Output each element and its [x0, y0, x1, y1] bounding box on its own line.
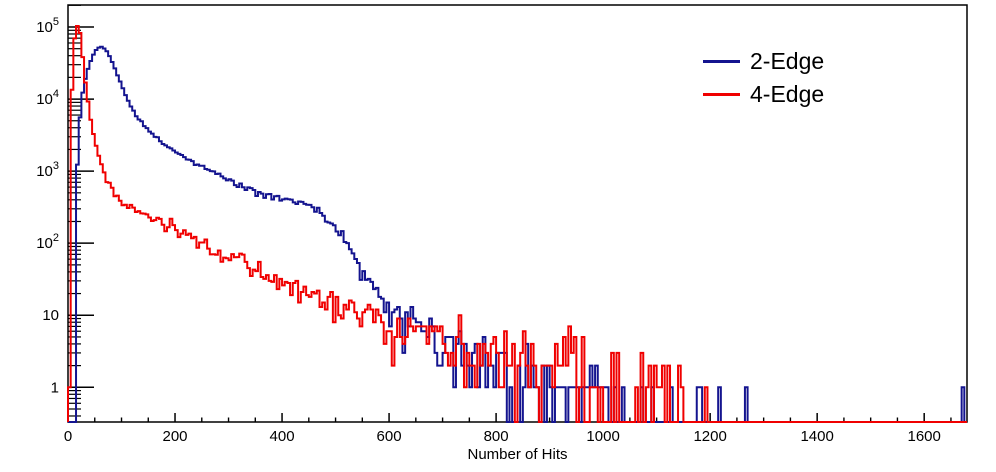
x-tick-label: 600	[377, 428, 402, 445]
x-tick-label: 1600	[908, 428, 941, 445]
x-tick-label: 1000	[586, 428, 619, 445]
legend-line-2edge	[703, 60, 740, 63]
plot-frame	[67, 4, 968, 423]
y-tick-label: 1	[51, 379, 59, 396]
x-axis-title: Number of Hits	[467, 446, 568, 463]
y-tick-label: 102	[36, 232, 59, 252]
x-tick-label: 200	[163, 428, 188, 445]
legend-item-4edge: 4-Edge	[703, 83, 824, 106]
x-tick-label: 0	[64, 428, 72, 445]
x-tick-label: 400	[270, 428, 295, 445]
x-tick-label: 1200	[693, 428, 726, 445]
y-tick-label: 105	[36, 16, 59, 36]
y-tick-label: 104	[36, 88, 59, 108]
y-tick-label: 10	[42, 307, 59, 324]
legend-label-2edge: 2-Edge	[750, 48, 825, 74]
x-tick-label: 800	[484, 428, 509, 445]
legend: 2-Edge 4-Edge	[703, 50, 824, 106]
legend-label-4edge: 4-Edge	[750, 81, 825, 107]
x-tick-label: 1400	[800, 428, 833, 445]
y-tick-label: 103	[36, 160, 59, 180]
legend-item-2edge: 2-Edge	[703, 50, 824, 73]
series-4-edge	[67, 24, 967, 423]
legend-line-4edge	[703, 93, 740, 96]
